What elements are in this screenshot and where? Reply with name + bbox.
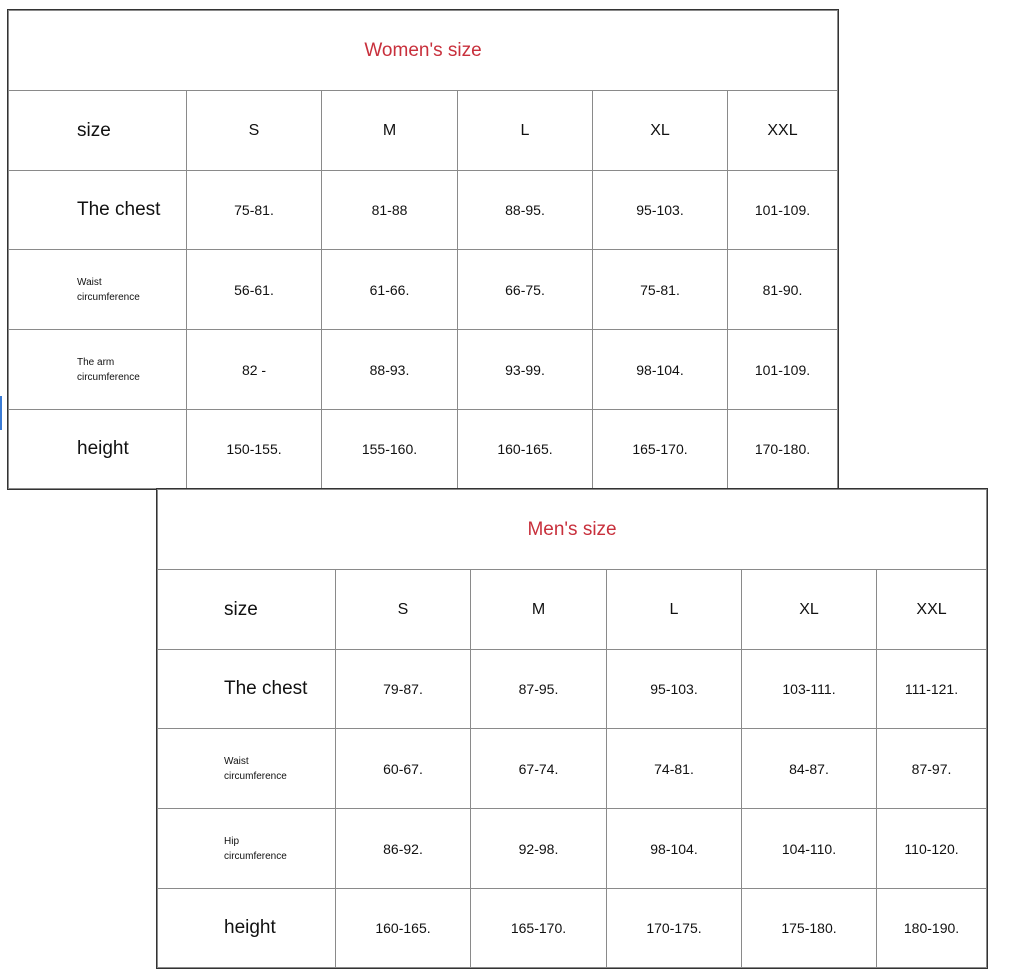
table-row: Waist circumference 56-61. 61-66. 66-75. 75-… [8, 249, 838, 330]
row-label: Waist circumference [157, 728, 336, 809]
table-cell: 82 - [186, 329, 322, 410]
table-title: Women's size [8, 10, 838, 91]
table-cell: 81-88 [321, 170, 458, 250]
table-row: The chest 79-87. 87-95. 95-103. 103-111. 111-… [157, 649, 988, 729]
edge-mark [0, 396, 2, 430]
table-cell: 160-165. [457, 409, 593, 489]
row-label: The chest [157, 649, 336, 729]
table-title: Men's size [156, 489, 988, 570]
table-cell: 75-81. [186, 170, 322, 250]
header-row: size S M L XL XXL [8, 90, 838, 171]
table-row: height 160-165. 165-170. 170-175. 175-180. 18… [157, 888, 988, 968]
header-row: size S M L XL XXL [157, 569, 988, 650]
table-cell: 92-98. [470, 808, 607, 889]
table-row: height 150-155. 155-160. 160-165. 165-170. 17… [8, 409, 838, 489]
row-label: Hip circumference [157, 808, 336, 889]
table-cell: 74-81. [606, 728, 742, 809]
table-cell: 101-109. [727, 170, 838, 250]
table-cell: 170-175. [606, 888, 742, 968]
table-cell: 67-74. [470, 728, 607, 809]
table-cell: 103-111. [741, 649, 877, 729]
size-header-m: M [470, 569, 607, 650]
womens-size-table: Women's size size S M L XL XXL The chest 75-81. 8… [7, 9, 839, 490]
table-cell: 66-75. [457, 249, 593, 330]
table-cell: 95-103. [592, 170, 728, 250]
row-label: The arm circumference [8, 329, 187, 410]
row-label: height [157, 888, 336, 968]
size-header-l: L [606, 569, 742, 650]
table-cell: 84-87. [741, 728, 877, 809]
table-cell: 180-190. [875, 888, 988, 968]
size-header-m: M [321, 90, 458, 171]
table-row: The arm circumference 82 -88-93. 93-99. 98-… [8, 329, 838, 410]
table-cell: 150-155. [186, 409, 322, 489]
size-header-s: S [335, 569, 471, 650]
table-cell: 61-66. [321, 249, 458, 330]
size-header-xxl: XXL [875, 569, 988, 650]
size-header-xl: XL [592, 90, 728, 171]
size-header-s: S [186, 90, 322, 171]
table-cell: 88-95. [457, 170, 593, 250]
table-cell: 87-95. [470, 649, 607, 729]
header-label: size [8, 90, 187, 171]
table-cell: 175-180. [741, 888, 877, 968]
table-cell: 98-104. [606, 808, 742, 889]
table-cell: 75-81. [592, 249, 728, 330]
table-cell: 155-160. [321, 409, 458, 489]
size-header-l: L [457, 90, 593, 171]
table-cell: 87-97. [875, 728, 988, 809]
table-cell: 56-61. [186, 249, 322, 330]
table-cell: 60-67. [335, 728, 471, 809]
table-cell: 93-99. [457, 329, 593, 410]
table-cell: 110-120. [875, 808, 988, 889]
table-cell: 165-170. [592, 409, 728, 489]
header-label: size [157, 569, 336, 650]
table-row: The chest 75-81. 81-88 88-95. 95-103. 101-109… [8, 170, 838, 250]
table-cell: 170-180. [727, 409, 838, 489]
title-row: Women's size [8, 10, 838, 91]
table-cell: 79-87. [335, 649, 471, 729]
row-label: height [8, 409, 187, 489]
table-cell: 101-109. [727, 329, 838, 410]
table-cell: 111-121. [875, 649, 988, 729]
mens-size-table: Men's size size S M L XL XXL The chest 79-87. 87-… [155, 488, 989, 969]
table-row: Hip circumference 86-92. 92-98. 98-104. 104-… [157, 808, 988, 889]
table-cell: 160-165. [335, 888, 471, 968]
table-cell: 86-92. [335, 808, 471, 889]
title-row: Men's size [156, 489, 988, 570]
table-cell: 98-104. [592, 329, 728, 410]
table-cell: 95-103. [606, 649, 742, 729]
table-cell: 165-170. [470, 888, 607, 968]
row-label: Waist circumference [8, 249, 187, 330]
size-header-xxl: XXL [727, 90, 838, 171]
table-cell: 104-110. [741, 808, 877, 889]
table-row: Waist circumference 60-67. 67-74. 74-81. 84-… [157, 728, 988, 809]
size-header-xl: XL [741, 569, 877, 650]
row-label: The chest [8, 170, 187, 250]
table-cell: 88-93. [321, 329, 458, 410]
table-cell: 81-90. [727, 249, 838, 330]
